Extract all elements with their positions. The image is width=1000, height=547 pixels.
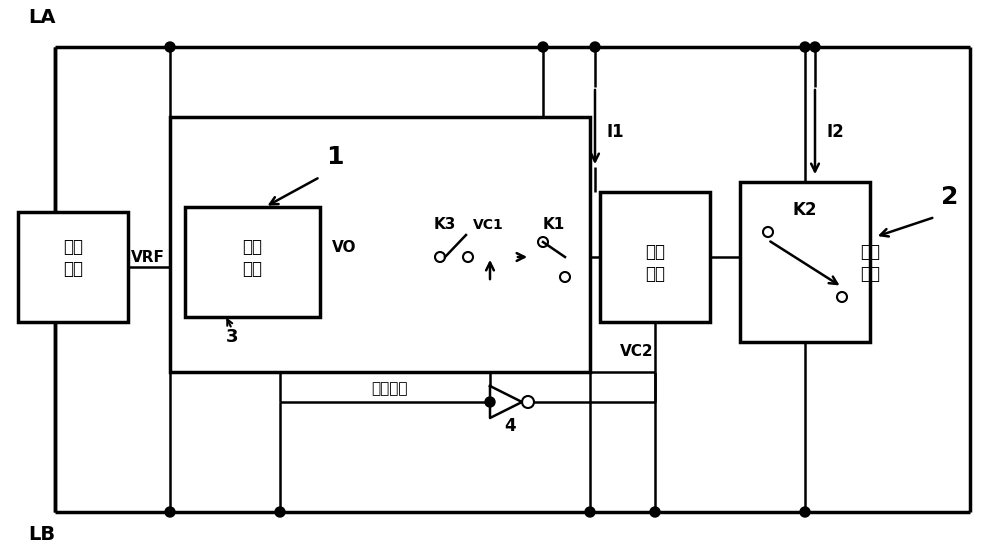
Circle shape	[590, 42, 600, 52]
Text: 调制: 调制	[860, 243, 880, 261]
Text: LA: LA	[28, 8, 56, 27]
Text: LB: LB	[28, 525, 55, 544]
Text: 3: 3	[226, 328, 238, 346]
Circle shape	[650, 507, 660, 517]
Text: 调制数据: 调制数据	[372, 381, 408, 397]
Circle shape	[585, 507, 595, 517]
Bar	[740, 182, 870, 342]
Bar	[170, 117, 590, 372]
Text: 电路: 电路	[860, 265, 880, 283]
Polygon shape	[490, 386, 522, 418]
Circle shape	[165, 507, 175, 517]
Text: 4: 4	[504, 417, 516, 435]
Text: 电路: 电路	[645, 265, 665, 283]
Circle shape	[538, 42, 548, 52]
Text: K3: K3	[434, 217, 456, 232]
Text: I1: I1	[607, 123, 625, 141]
Text: 1: 1	[326, 145, 344, 169]
Text: K2: K2	[793, 201, 817, 219]
Text: 整流: 整流	[63, 238, 83, 256]
Text: 电路: 电路	[242, 260, 262, 278]
Circle shape	[800, 507, 810, 517]
Circle shape	[485, 397, 495, 407]
Circle shape	[165, 42, 175, 52]
Text: 检测: 检测	[242, 238, 262, 256]
Text: VC1: VC1	[473, 218, 503, 232]
Text: VRF: VRF	[131, 249, 165, 265]
Text: 2: 2	[941, 185, 959, 209]
Bar	[18, 212, 128, 322]
Text: 稳压: 稳压	[645, 243, 665, 261]
Bar	[185, 207, 320, 317]
Text: 电路: 电路	[63, 260, 83, 278]
Text: VC2: VC2	[620, 345, 654, 359]
Text: K1: K1	[543, 217, 565, 232]
Circle shape	[800, 42, 810, 52]
Circle shape	[810, 42, 820, 52]
Bar	[600, 192, 710, 322]
Circle shape	[275, 507, 285, 517]
Text: VO: VO	[332, 240, 356, 254]
Text: I2: I2	[827, 123, 845, 141]
